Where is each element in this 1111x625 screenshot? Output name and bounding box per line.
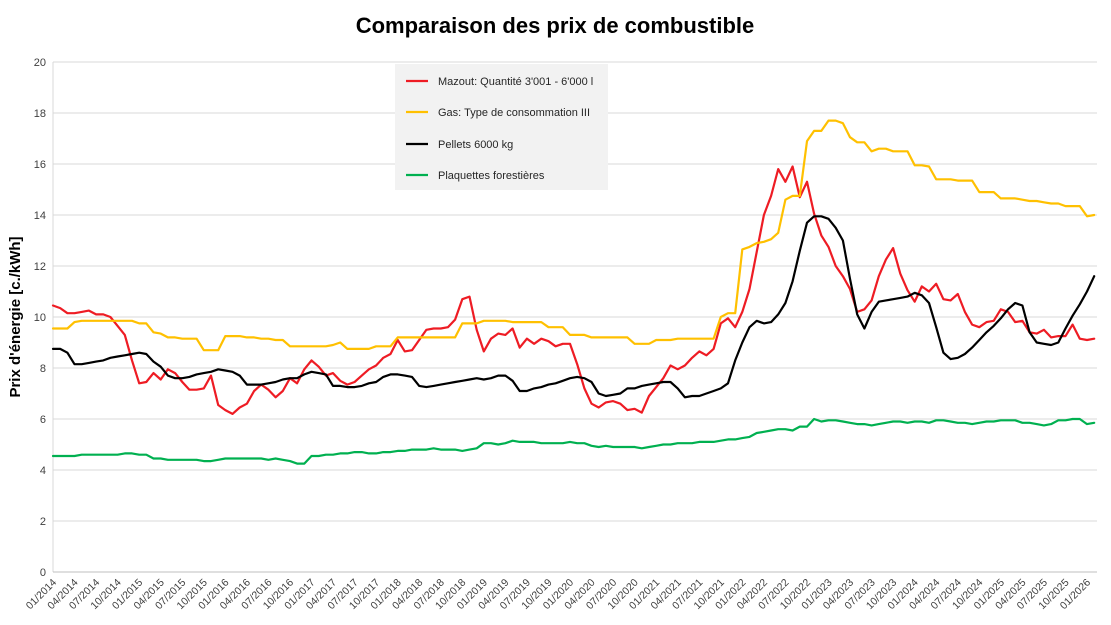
legend-item-mazout: Mazout: Quantité 3'001 - 6'000 l (406, 76, 593, 88)
series-line-plaquettes (51, 417, 1096, 465)
y-tick-label: 8 (40, 363, 46, 375)
series-line-pellets (51, 215, 1096, 399)
y-tick-label: 20 (34, 57, 46, 69)
x-tick-labels: 01/201404/201407/201410/201401/201504/20… (24, 577, 1093, 612)
legend-label-plaquettes: Plaquettes forestières (438, 170, 545, 182)
series-line-gas (51, 119, 1096, 352)
y-tick-label: 10 (34, 312, 46, 324)
y-tick-label: 2 (40, 516, 46, 528)
y-tick-label: 12 (34, 261, 46, 273)
y-tick-label: 14 (34, 210, 46, 222)
chart-title: Comparaison des prix de combustible (356, 13, 755, 38)
y-axis-label: Prix d'énergie [c./kWh] (7, 236, 24, 397)
legend-box (395, 64, 608, 190)
y-tick-label: 0 (40, 567, 46, 579)
legend-label-mazout: Mazout: Quantité 3'001 - 6'000 l (438, 76, 593, 88)
legend-label-gas: Gas: Type de consommation III (438, 107, 590, 119)
series-lines (51, 119, 1096, 465)
legend: Mazout: Quantité 3'001 - 6'000 l Gas: Ty… (395, 64, 608, 190)
y-tick-label: 18 (34, 108, 46, 120)
legend-item-gas: Gas: Type de consommation III (406, 107, 590, 119)
legend-label-pellets: Pellets 6000 kg (438, 139, 513, 151)
legend-item-plaquettes: Plaquettes forestières (406, 170, 545, 182)
y-tick-label: 6 (40, 414, 46, 426)
y-tick-label: 4 (40, 465, 46, 477)
legend-item-pellets: Pellets 6000 kg (406, 139, 513, 151)
gridlines (52, 61, 1097, 573)
series-line-mazout (51, 165, 1096, 415)
y-tick-labels: 0 2 4 6 8 10 12 14 16 18 20 (34, 57, 46, 579)
y-tick-label: 16 (34, 159, 46, 171)
